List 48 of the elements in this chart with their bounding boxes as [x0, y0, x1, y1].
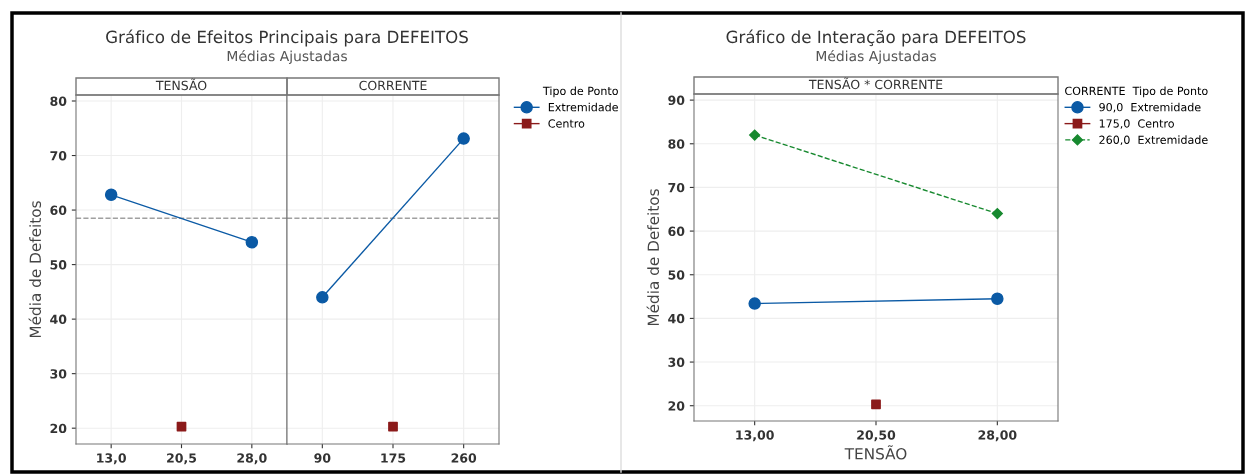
y-tick-label: 40: [668, 313, 685, 324]
x-tick-label: 28,0: [237, 453, 267, 465]
y-tick-label: 20: [50, 423, 67, 434]
y-tick-label: 70: [50, 151, 67, 161]
text: TENSÃO: [155, 78, 207, 91]
x-axis-title: TENSÃO: [844, 445, 907, 460]
y-tick-label: 50: [668, 270, 685, 280]
legend-label: 260,0 Extremidade: [1099, 135, 1208, 146]
y-tick-label: 70: [668, 182, 685, 193]
text: CORRENTE: [359, 80, 427, 91]
point: [749, 129, 761, 141]
y-tick-label: 20: [668, 401, 685, 411]
point: [245, 235, 259, 249]
y-tick-label: 80: [668, 139, 685, 149]
legend-label: 175,0 Centro: [1099, 119, 1174, 129]
text: TENSÃO * CORRENTE: [808, 77, 943, 90]
x-tick-label: 20,50: [857, 430, 896, 442]
legend-title: Tipo de Ponto: [542, 86, 618, 98]
y-tick-label: 30: [668, 357, 685, 367]
x-tick-label: 13,0: [97, 453, 126, 465]
legend-title: CORRENTE Tipo de Ponto: [1065, 86, 1208, 98]
y-tick-label: 40: [50, 314, 67, 325]
x-tick-label: 20,5: [167, 453, 197, 465]
chart-title: Gráfico de Interação para DEFEITOS: [726, 29, 1026, 47]
legend-label: 90,0 Extremidade: [1099, 102, 1201, 113]
y-tick-label: 60: [50, 205, 67, 215]
legend-label: Centro: [548, 119, 585, 128]
chart-subtitle: Médias Ajustadas: [816, 50, 936, 64]
point: [991, 292, 1004, 306]
point: [104, 188, 118, 202]
x-tick-label: 260: [451, 453, 477, 463]
x-tick-label: 13,00: [736, 430, 774, 442]
point: [871, 399, 881, 410]
x-tick-label: 175: [381, 453, 406, 463]
y-tick-label: 50: [50, 260, 67, 270]
point: [991, 208, 1003, 220]
point: [748, 297, 761, 310]
y-tick-label: 60: [668, 226, 685, 237]
x-tick-label: 90: [314, 453, 331, 463]
legend-label: Extremidade: [548, 102, 618, 112]
chart-subtitle: Médias Ajustadas: [227, 50, 347, 64]
x-tick-label: 28,00: [978, 430, 1017, 442]
chart-title: Gráfico de Efeitos Principais para DEFEITOS: [106, 29, 468, 47]
y-axis-title: Média de Defeitos: [28, 201, 42, 338]
y-tick-label: 30: [50, 369, 67, 379]
y-tick-label: 80: [50, 96, 67, 106]
y-axis-title: Média de Defeitos: [646, 189, 660, 326]
y-tick-label: 90: [668, 95, 685, 106]
